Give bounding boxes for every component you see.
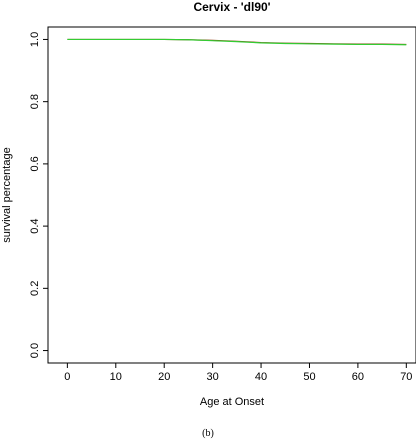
- figure-caption: (b): [202, 428, 214, 439]
- y-tick-label: 0.2: [29, 281, 41, 296]
- x-tick-label: 70: [400, 371, 412, 383]
- x-tick-label: 50: [303, 371, 315, 383]
- y-tick-label: 0.8: [29, 94, 41, 109]
- x-axis-label: Age at Onset: [200, 396, 264, 408]
- x-tick-label: 40: [255, 371, 267, 383]
- x-tick-label: 0: [64, 371, 70, 383]
- x-tick-label: 20: [158, 371, 170, 383]
- x-axis: 0 10 20 30 40 50 60 70: [64, 363, 412, 383]
- plot-frame: [47, 26, 416, 364]
- x-tick-label: 30: [207, 371, 219, 383]
- series-line-2: [67, 38, 407, 46]
- chart-title: Cervix - 'dl90': [193, 0, 270, 14]
- y-axis-label: survival percentage: [1, 147, 13, 242]
- y-tick-label: 0.6: [29, 156, 41, 171]
- y-axis: 0.0 0.2 0.4 0.6 0.8 1.0: [29, 32, 48, 358]
- series-lines: [67, 38, 407, 46]
- y-tick-label: 0.0: [29, 343, 41, 358]
- y-tick-label: 1.0: [29, 32, 41, 47]
- x-tick-label: 10: [110, 371, 122, 383]
- x-tick-label: 60: [352, 371, 364, 383]
- y-tick-label: 0.4: [29, 218, 41, 233]
